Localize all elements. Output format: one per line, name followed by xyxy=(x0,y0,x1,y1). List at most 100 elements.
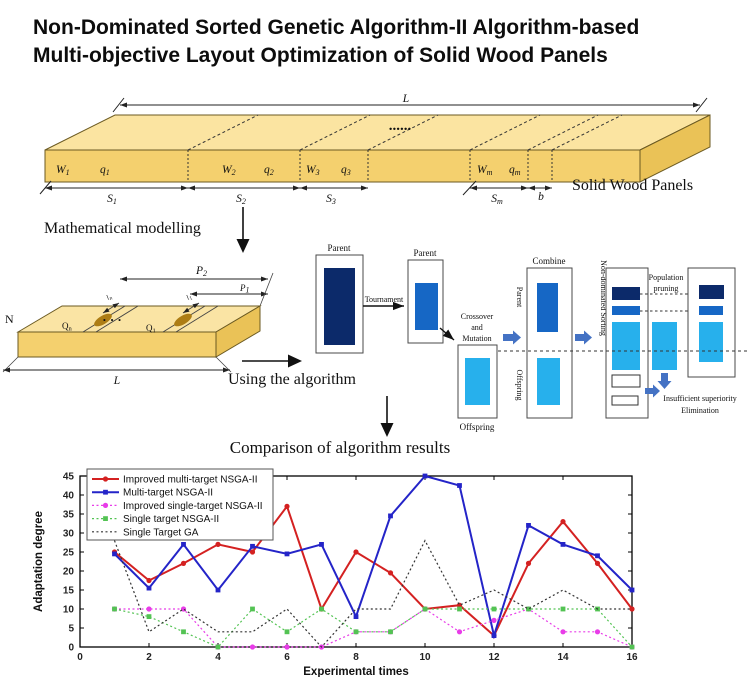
panel-thickness-label: b xyxy=(538,191,544,203)
x-tick-label: 2 xyxy=(146,652,152,663)
y-tick-label: 5 xyxy=(68,624,74,635)
data-point xyxy=(284,629,290,635)
data-point xyxy=(250,606,255,612)
series-line xyxy=(113,504,633,638)
legend-entry: Improved single-target NSGA-II xyxy=(123,501,263,512)
knot-n xyxy=(94,313,112,327)
svg-text:Sm: Sm xyxy=(491,193,503,206)
solid-wood-panel-diagram: L ...... W1 q1 W2 q2 xyxy=(39,93,711,206)
flow-tournament-arrow: Tournament xyxy=(363,295,404,311)
model-p-dimensions: P2 P1 xyxy=(120,265,274,307)
results-line-chart: 0 2 4 6 8 10 12 14 16 0 5 10 15 20 25 30 35 40 45 Experimen… xyxy=(33,468,638,677)
svg-text:S3: S3 xyxy=(326,193,336,206)
paper-title-line2: Multi-objective Layout Optimization of S… xyxy=(33,44,608,67)
data-point xyxy=(215,644,221,650)
flow-pruning-label1: Population xyxy=(649,273,684,282)
panel-length-dimension: L xyxy=(112,93,708,113)
model-length-dimension: L xyxy=(2,356,232,387)
data-point xyxy=(353,549,359,555)
svg-text:l1: l1 xyxy=(185,292,194,303)
data-point xyxy=(491,633,497,638)
x-tick-label: 4 xyxy=(215,652,221,663)
flow-pruning-label2: pruning xyxy=(654,284,679,293)
series-line xyxy=(113,539,632,648)
data-point xyxy=(594,560,601,566)
y-axis-label: Adaptation degree xyxy=(33,511,45,612)
algorithm-step-label: Using the algorithm xyxy=(228,371,356,388)
y-tick-label: 10 xyxy=(63,605,75,616)
flow-elimination-label1: Insufficient superiority xyxy=(663,394,736,403)
svg-text:S1: S1 xyxy=(107,193,117,206)
data-point xyxy=(180,560,187,566)
data-point xyxy=(560,629,566,635)
panel-front-dividers xyxy=(187,150,553,182)
flow-sorting-label: Non-dominated Sorting xyxy=(599,260,608,336)
x-tick-label: 16 xyxy=(626,652,638,663)
svg-text:P2: P2 xyxy=(195,265,207,278)
data-point xyxy=(146,606,152,612)
legend-entry: Single target NSGA-II xyxy=(123,514,219,525)
y-tick-label: 20 xyxy=(63,567,75,578)
flow-sorted-box xyxy=(605,267,649,419)
data-point xyxy=(387,570,394,576)
svg-text:q2: q2 xyxy=(264,164,274,177)
data-point xyxy=(491,606,497,612)
legend-box xyxy=(86,468,274,541)
svg-text:P1: P1 xyxy=(239,283,250,295)
data-point xyxy=(594,629,601,635)
x-tick-label: 14 xyxy=(557,652,569,663)
data-point xyxy=(353,629,359,635)
panel-3d-body: ...... xyxy=(44,114,711,183)
paper-title: Non-Dominated Sorted Genetic Algorithm-I… xyxy=(33,14,639,70)
data-point xyxy=(560,542,566,547)
x-axis-label: Experimental times xyxy=(303,666,408,677)
data-point xyxy=(629,587,635,593)
svg-text:Offspring: Offspring xyxy=(460,422,495,432)
svg-text:qm: qm xyxy=(509,164,521,177)
data-point xyxy=(491,617,497,623)
model-n-label: N xyxy=(5,312,14,326)
y-tick-label: 15 xyxy=(63,586,75,597)
model-ellipsis: · · · xyxy=(102,312,122,327)
flow-elimination-label2: Elimination xyxy=(681,406,719,415)
data-point xyxy=(284,644,290,650)
knot-1 xyxy=(174,313,192,327)
svg-text:Parent: Parent xyxy=(414,248,437,258)
x-tick-label: 12 xyxy=(488,652,500,663)
data-point xyxy=(181,629,186,635)
data-point xyxy=(181,542,186,547)
data-point xyxy=(560,519,566,525)
data-point xyxy=(456,629,463,635)
flow-arrow-to-sorting xyxy=(575,330,592,345)
data-point xyxy=(112,551,117,557)
data-point xyxy=(560,606,566,612)
data-point xyxy=(525,560,532,566)
svg-text:W3: W3 xyxy=(306,164,320,177)
x-tick-label: 0 xyxy=(77,652,83,663)
data-point xyxy=(629,644,635,650)
legend-entry: Single Target GA xyxy=(123,527,199,538)
flow-offspring-box: Offspring xyxy=(457,344,498,432)
data-point xyxy=(215,541,221,547)
svg-text:q3: q3 xyxy=(341,164,351,177)
series-line xyxy=(114,608,633,648)
data-point xyxy=(112,606,117,612)
data-point xyxy=(250,543,255,549)
y-tick-label: 25 xyxy=(63,548,75,559)
panel-width-labels: W1 q1 W2 q2 W3 q3 Wm qm xyxy=(56,164,521,177)
svg-text:Crossover: Crossover xyxy=(461,312,494,321)
flow-parent2-box: Parent xyxy=(407,248,444,344)
data-point xyxy=(388,629,393,635)
svg-text:ln: ln xyxy=(105,292,114,303)
svg-text:Wm: Wm xyxy=(477,164,493,177)
x-tick-label: 10 xyxy=(419,652,431,663)
panel-caption: Solid Wood Panels xyxy=(572,177,693,194)
flow-parent1-box: Parent xyxy=(315,243,364,354)
data-point xyxy=(422,606,428,612)
panel-top-dividers xyxy=(187,114,623,151)
flow-eliminated-rect xyxy=(652,322,677,370)
y-tick-label: 35 xyxy=(63,510,75,521)
data-point xyxy=(249,644,256,650)
data-point xyxy=(526,606,531,612)
flow-final-box xyxy=(687,267,736,378)
